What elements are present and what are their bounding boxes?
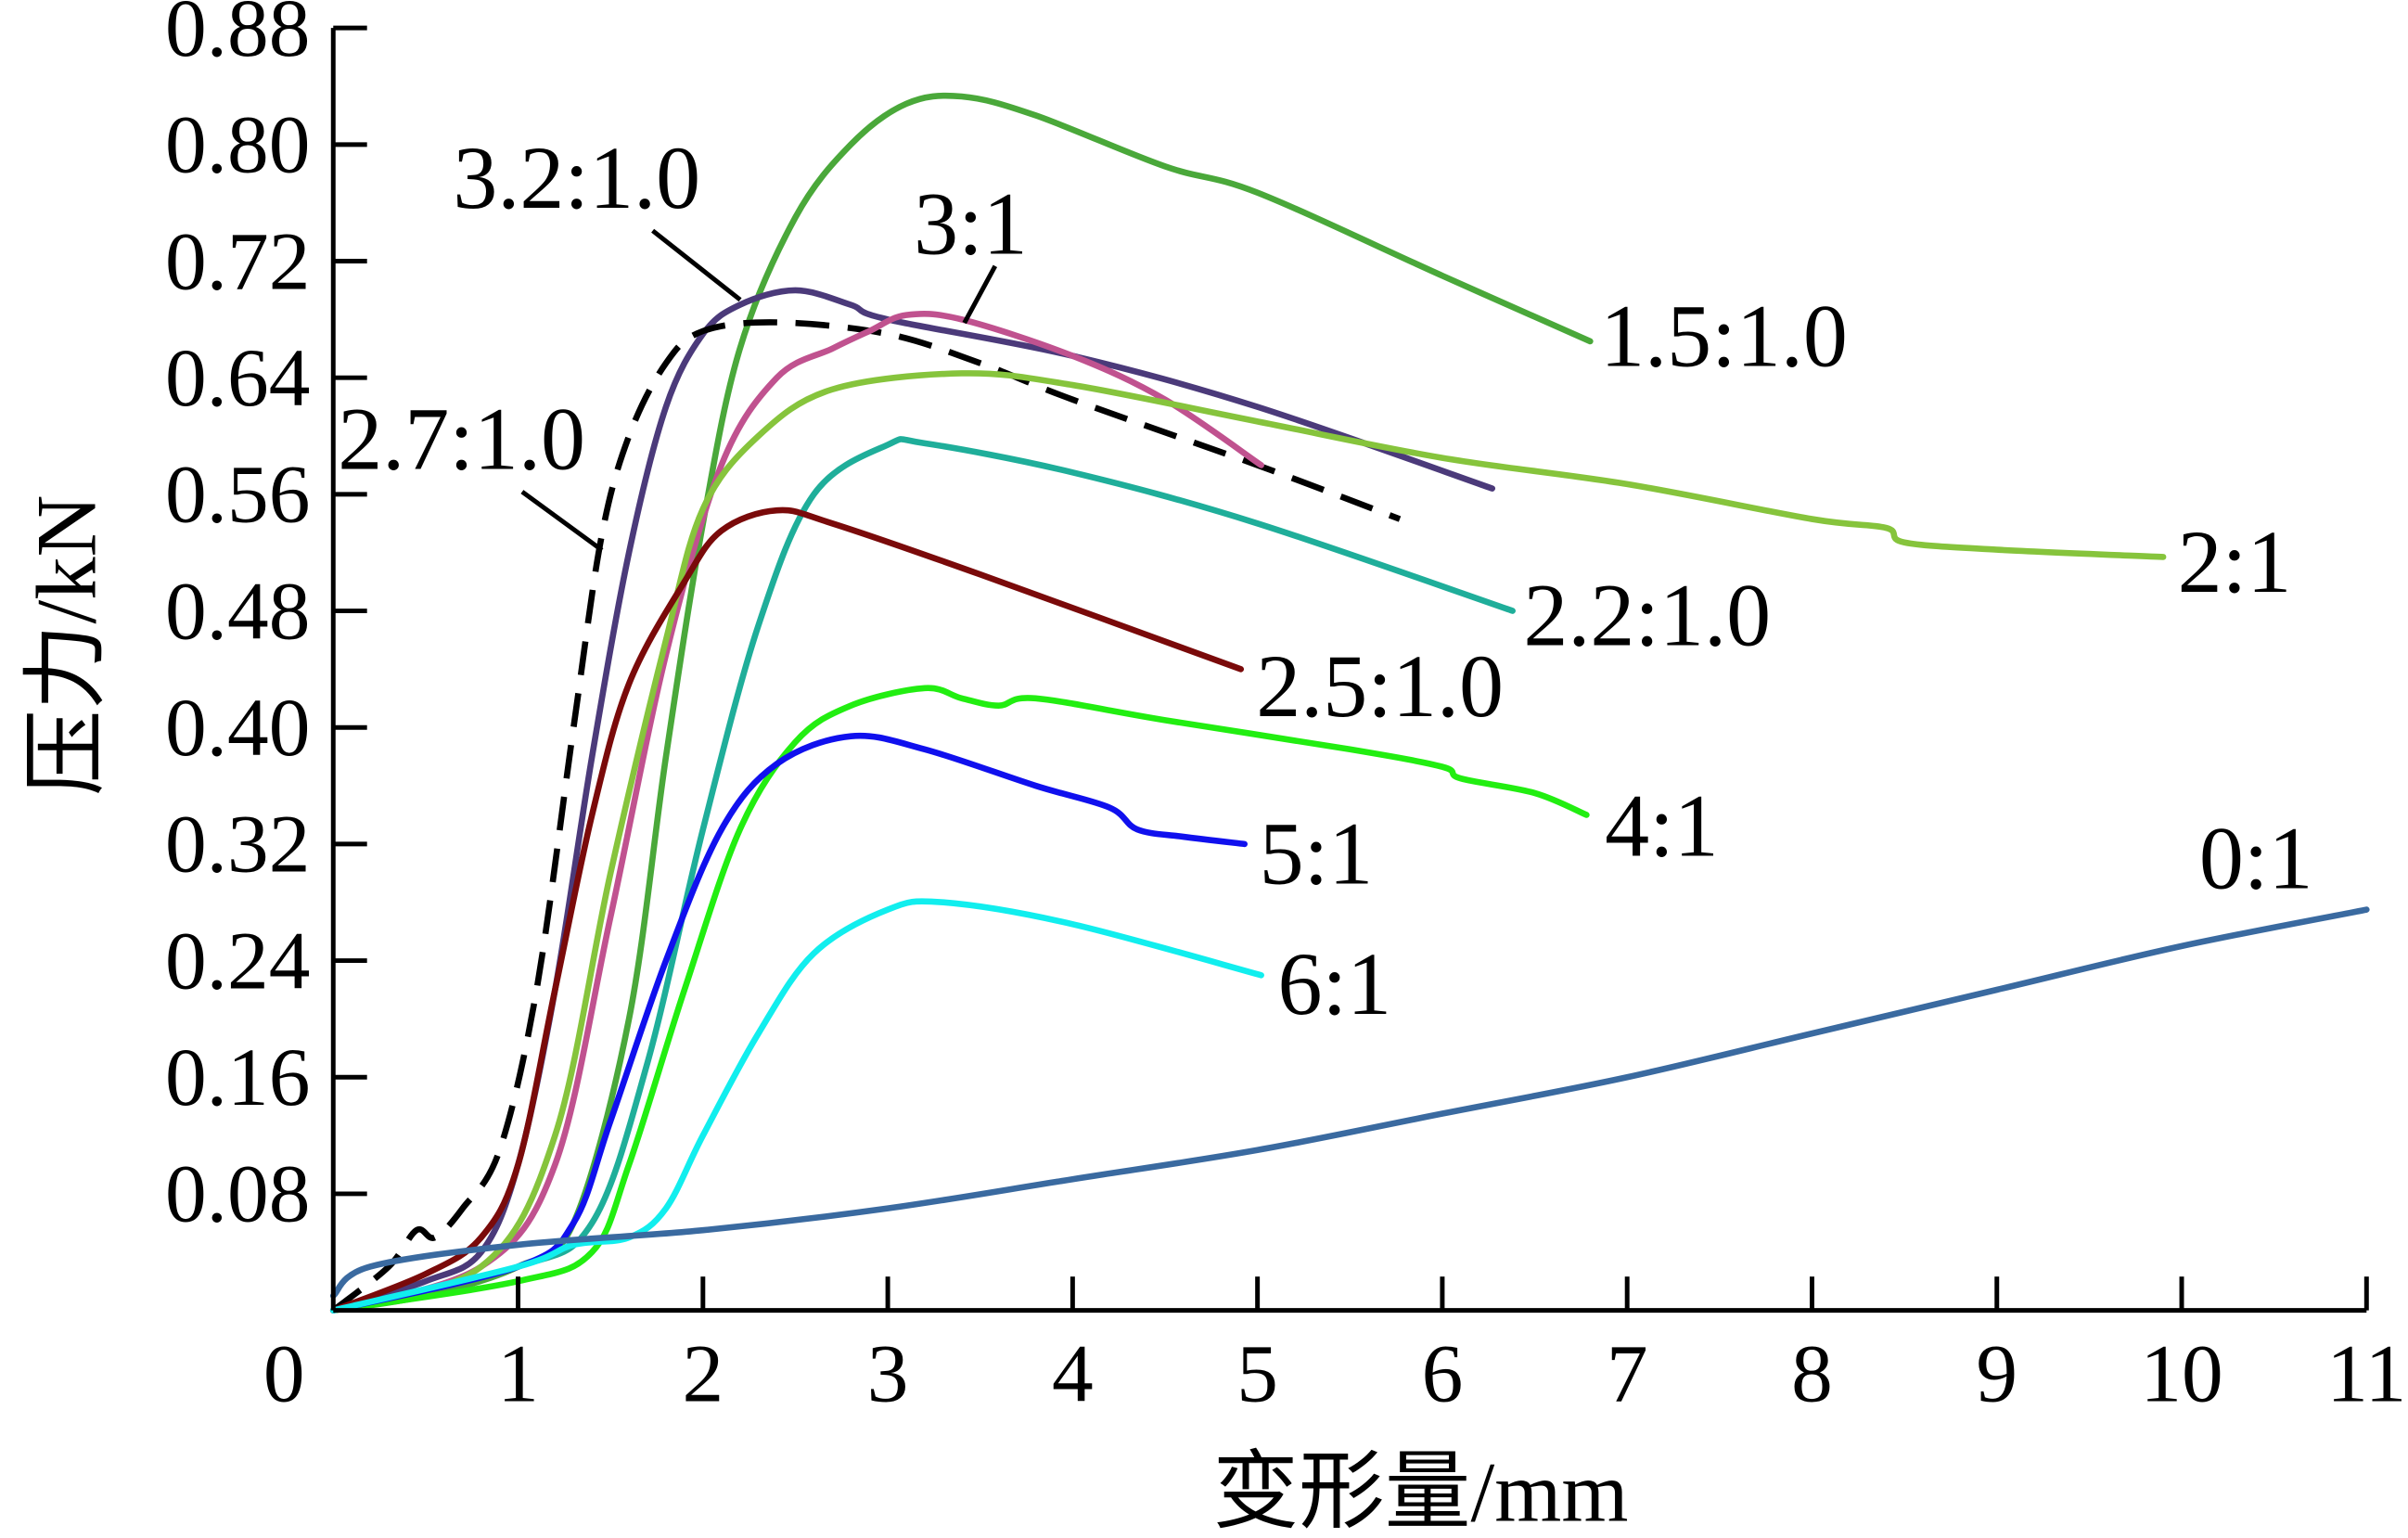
y-tick-label: 0.16 (165, 1032, 310, 1123)
y-tick-label: 0.72 (165, 215, 310, 307)
series-label: 2:1 (2178, 512, 2292, 611)
x-tick-label: 4 (1052, 1327, 1094, 1419)
y-tick-label: 0.32 (165, 799, 310, 891)
y-tick-label: 0.64 (165, 332, 310, 424)
axes: 0 1 2 3 4 5 6 7 8 9 10 11 0.08 0.16 0.24 0.32 0.40 0.48 0.… (165, 0, 2406, 1419)
label-leader-line (962, 264, 998, 325)
y-tick-label: 0.08 (165, 1148, 310, 1240)
label-leader-line (520, 490, 604, 553)
y-tick-label: 0.24 (165, 915, 310, 1006)
x-tick-label: 8 (1791, 1327, 1833, 1419)
series-label: 2.5:1.0 (1256, 636, 1504, 736)
x-tick-label: 2 (682, 1327, 724, 1419)
series-label: 5:1 (1260, 803, 1374, 903)
series-line-2-7-1-0 (331, 319, 1402, 1314)
series-line-2-1 (329, 370, 2167, 1314)
x-tick-label: 1 (497, 1327, 539, 1419)
series-line-4-1 (329, 685, 1590, 1314)
x-tick-label: 9 (1976, 1327, 2017, 1419)
series-line-0-1 (329, 906, 2370, 1300)
x-axis-label: 变形量/mm (1212, 1444, 1628, 1538)
series-label: 6:1 (1277, 934, 1391, 1033)
x-tick-label: 3 (867, 1327, 909, 1419)
x-tick-label: 7 (1607, 1327, 1648, 1419)
series-label: 4:1 (1605, 776, 1719, 876)
series-label: 1.5:1.0 (1600, 286, 1848, 385)
label-leader-line (651, 228, 742, 302)
series-layer (329, 92, 2370, 1314)
y-tick-label: 0.48 (165, 565, 310, 657)
y-tick-label: 0.88 (165, 0, 310, 74)
series-label: 2.7:1.0 (338, 389, 585, 488)
y-tick-label: 0.56 (165, 449, 310, 541)
series-line-2-2-1-0 (329, 436, 1516, 1314)
series-label: 2.2:1.0 (1523, 566, 1771, 665)
series-line-2-5-1-0 (329, 506, 1245, 1314)
y-axis-label: 压力/kN (19, 494, 115, 795)
x-tick-label: 10 (2140, 1327, 2222, 1419)
x-tick-label: 0 (263, 1327, 305, 1419)
y-tick-label: 0.80 (165, 99, 310, 191)
series-line-3-1 (329, 310, 1264, 1314)
y-tick-label: 0.40 (165, 682, 310, 774)
series-line-6-1 (329, 898, 1264, 1314)
series-line-5-1 (329, 732, 1249, 1314)
x-tick-label: 6 (1422, 1327, 1464, 1419)
series-label: 3:1 (914, 174, 1028, 274)
x-tick-label: 5 (1236, 1327, 1278, 1419)
series-labels: 1.5:1.0 3.2:1.0 2.7:1.0 3:1 2:1 2.2:1.02.5:1.… (338, 128, 2312, 1033)
x-tick-label: 11 (2326, 1327, 2406, 1419)
series-label: 3.2:1.0 (453, 128, 700, 227)
series-label: 0:1 (2199, 808, 2313, 907)
